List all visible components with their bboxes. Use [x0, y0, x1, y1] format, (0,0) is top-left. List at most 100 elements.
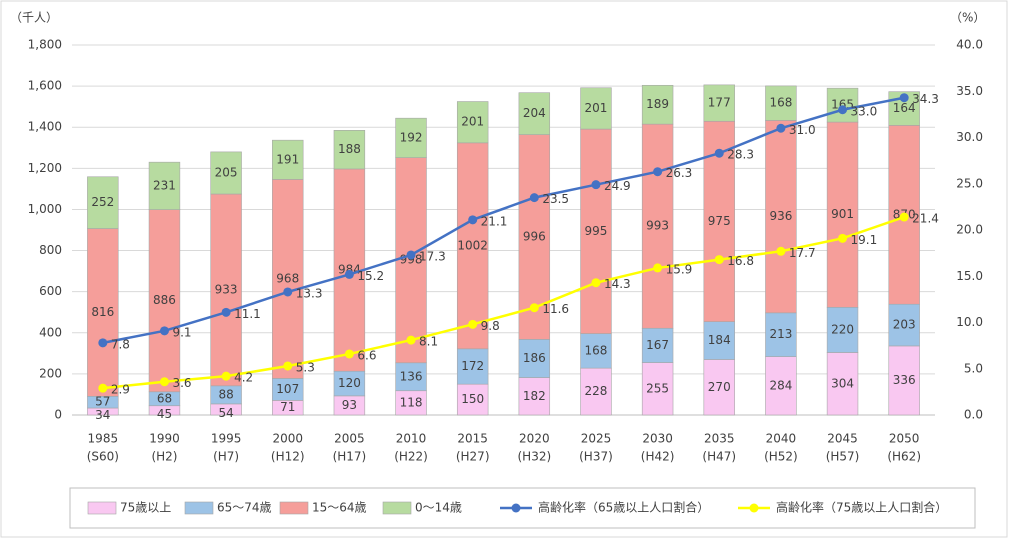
legend-swatch	[279, 501, 309, 515]
line-data-label: 8.1	[419, 335, 438, 349]
line-data-label: 11.6	[542, 302, 569, 316]
y2-tick-label: 15.0	[956, 269, 983, 283]
bar-segment	[580, 87, 612, 130]
line-data-label: 21.4	[912, 212, 939, 226]
x-tick-sublabel: (H17)	[333, 450, 367, 464]
y2-tick-label: 5.0	[964, 361, 983, 375]
data-label: 186	[523, 351, 546, 365]
x-tick-sublabel: (H37)	[579, 450, 613, 464]
y-tick-label: 1,200	[28, 161, 62, 175]
line-point	[221, 307, 231, 317]
x-tick-label: 2010	[396, 432, 427, 446]
data-label: 993	[646, 219, 669, 233]
line-data-label: 9.8	[481, 319, 500, 333]
x-tick-label: 2035	[704, 432, 735, 446]
bar-segment	[518, 339, 551, 378]
data-label: 231	[153, 178, 176, 192]
bar-segment	[888, 303, 920, 347]
data-label: 284	[769, 378, 792, 392]
x-tick-label: 2015	[457, 432, 488, 446]
data-label: 88	[218, 387, 233, 401]
line-series	[102, 96, 905, 345]
data-label: 1002	[457, 238, 488, 252]
bar-segment	[272, 139, 304, 180]
y2-tick-label: 20.0	[956, 223, 983, 237]
data-label: 184	[708, 333, 731, 347]
line-data-label: 4.2	[234, 371, 253, 385]
legend-swatch	[382, 501, 412, 515]
bar-segment	[765, 85, 797, 121]
data-label: 252	[91, 195, 114, 209]
data-label: 54	[218, 406, 233, 420]
y-tick-label: 200	[39, 366, 62, 380]
bar-segment	[580, 128, 612, 334]
y-tick-label: 400	[39, 325, 62, 339]
x-tick-sublabel: (H52)	[764, 450, 798, 464]
line-data-label: 31.0	[789, 123, 816, 137]
bar-segment	[518, 92, 551, 135]
bar-segment	[456, 383, 489, 416]
data-label: 68	[157, 391, 172, 405]
data-label: 936	[769, 209, 792, 223]
x-tick-sublabel: (S60)	[87, 450, 119, 464]
bar-segment	[395, 390, 427, 416]
data-label: 968	[276, 271, 299, 285]
line-point	[283, 361, 293, 371]
data-label: 57	[95, 395, 110, 409]
line-data-label: 16.8	[727, 254, 754, 268]
data-label: 201	[585, 101, 608, 115]
bar-segment	[333, 130, 366, 170]
line-point	[159, 377, 169, 387]
y-tick-label: 800	[39, 243, 62, 257]
data-label: 164	[893, 101, 916, 115]
line-data-label: 23.5	[542, 192, 569, 206]
data-label: 901	[831, 207, 854, 221]
x-tick-sublabel: (H62)	[887, 450, 921, 464]
line-point	[283, 287, 293, 297]
line-point	[344, 349, 354, 359]
x-tick-sublabel: (H42)	[641, 450, 675, 464]
line-data-label: 5.3	[296, 360, 315, 374]
line-data-label: 28.3	[727, 148, 754, 162]
x-tick-label: 2020	[519, 432, 550, 446]
line-point	[529, 303, 539, 313]
line-data-label: 17.7	[789, 246, 816, 260]
line-point	[714, 148, 724, 158]
data-label: 220	[831, 322, 854, 336]
bar-segment	[456, 101, 489, 144]
data-label: 304	[831, 376, 854, 390]
bar-segment	[395, 117, 427, 158]
data-label: 45	[157, 407, 172, 421]
line-point	[591, 278, 601, 288]
line-data-label: 3.6	[172, 376, 191, 390]
bar-segment	[580, 367, 612, 416]
line-data-label: 2.9	[111, 383, 130, 397]
x-tick-sublabel: (H12)	[271, 450, 305, 464]
line-point	[98, 338, 108, 348]
bar-segment	[210, 151, 242, 195]
legend-label: 65～74歳	[217, 501, 272, 515]
data-label: 177	[708, 96, 731, 110]
y2-tick-label: 30.0	[956, 130, 983, 144]
line-data-label: 14.3	[604, 277, 631, 291]
data-label: 205	[215, 165, 238, 179]
x-tick-label: 1985	[88, 432, 119, 446]
data-label: 192	[400, 130, 423, 144]
line-point	[406, 335, 416, 345]
x-tick-sublabel: (H7)	[213, 450, 239, 464]
line-point	[406, 250, 416, 260]
x-tick-label: 2025	[581, 432, 612, 446]
line-data-label: 26.3	[666, 166, 693, 180]
line-point	[838, 233, 848, 243]
y-axis-unit: （千人）	[10, 11, 58, 25]
data-label: 93	[342, 398, 357, 412]
data-label: 204	[523, 106, 546, 120]
line-data-label: 15.9	[666, 262, 693, 276]
data-label: 168	[585, 343, 608, 357]
y-tick-label: 1,000	[28, 202, 62, 216]
data-label: 213	[769, 327, 792, 341]
bar-segment	[518, 377, 551, 416]
data-label: 191	[276, 152, 299, 166]
data-label: 107	[276, 382, 299, 396]
line-point	[653, 167, 663, 177]
